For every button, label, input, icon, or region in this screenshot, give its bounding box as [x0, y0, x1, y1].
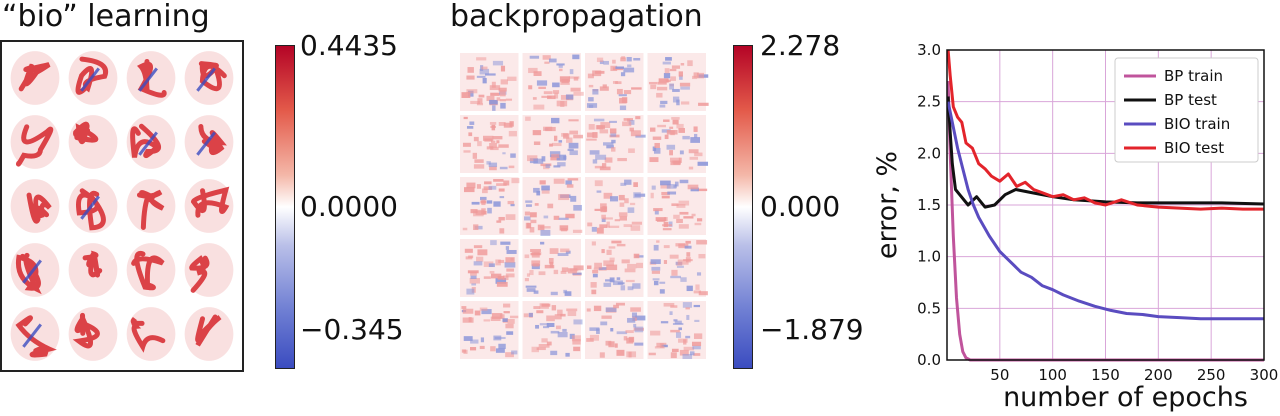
- weight-cell: [10, 51, 60, 105]
- legend-label: BIO test: [1164, 139, 1224, 157]
- error-chart: 0.0 0.5 1.0 1.5 2.0 2.5 3.0 50 100 150 200 250 300 BP…: [872, 41, 1279, 413]
- weight-cell: [68, 51, 118, 105]
- x-tick-label: 250: [1197, 366, 1226, 384]
- series-line-bio-test: [946, 49, 1264, 211]
- weight-cell: [10, 243, 60, 297]
- x-tick-label: 100: [1038, 366, 1067, 384]
- weight-cell: [647, 239, 708, 297]
- y-tick-label: 2.5: [917, 93, 941, 111]
- weight-cell: [68, 307, 118, 361]
- weight-cell: [184, 179, 234, 233]
- weight-cell: [585, 177, 646, 235]
- bp-panel-title: backpropagation: [450, 0, 703, 34]
- series-line-bp-test: [946, 96, 1265, 209]
- y-tick-label: 0.5: [917, 299, 941, 317]
- weight-cell: [585, 301, 646, 359]
- weight-cell: [10, 307, 60, 361]
- weight-cell: [585, 115, 646, 173]
- y-axis-label: error, %: [872, 151, 903, 259]
- bio-colorbar: [275, 45, 295, 369]
- weight-cell: [522, 53, 584, 111]
- weight-cell: [647, 115, 709, 173]
- weight-cell: [126, 243, 176, 297]
- weight-cell: [126, 115, 176, 169]
- series-line-bio-train: [946, 101, 1264, 321]
- weight-cell: [460, 239, 519, 297]
- bio-colorbar-mid: 0.0000: [300, 190, 398, 223]
- bp-colorbar: [733, 45, 753, 369]
- plot-frame: [946, 49, 1265, 361]
- legend: BP train BP test BIO train BIO test: [1114, 57, 1259, 163]
- weight-cell: [68, 179, 118, 233]
- weight-cell: [647, 301, 706, 360]
- weight-cell: [460, 53, 519, 111]
- bp-weights-grid: [460, 53, 709, 360]
- x-tick-label: 150: [1091, 366, 1120, 384]
- weight-cell: [460, 301, 519, 359]
- y-tick-label: 1.0: [917, 248, 941, 266]
- bp-colorbar-max: 2.278: [760, 29, 841, 62]
- weight-cell: [10, 115, 60, 169]
- weight-cell: [184, 307, 234, 361]
- weight-cell: [460, 177, 520, 235]
- x-tick-label: 300: [1250, 366, 1279, 384]
- weight-cell: [184, 51, 234, 105]
- bp-colorbar-mid: 0.000: [760, 190, 841, 223]
- weight-cell: [647, 177, 708, 235]
- y-tick-label: 1.5: [917, 196, 941, 214]
- weight-cell: [522, 177, 583, 236]
- bio-colorbar-max: 0.4435: [300, 29, 398, 62]
- y-tick-label: 0.0: [917, 351, 941, 369]
- x-tick-label: 50: [990, 366, 1009, 384]
- bio-panel-title: “bio” learning: [2, 0, 210, 34]
- weight-cell: [126, 51, 176, 105]
- x-tick-label: 200: [1144, 366, 1173, 384]
- weight-cell: [184, 243, 234, 297]
- legend-label: BP test: [1164, 91, 1217, 109]
- bio-weights-grid: [0, 40, 244, 372]
- weight-cell: [585, 239, 644, 297]
- weight-cell: [522, 239, 584, 297]
- weight-cell: [522, 115, 584, 173]
- y-tick-label: 2.0: [917, 144, 941, 162]
- x-axis-label: number of epochs: [1003, 382, 1248, 413]
- weight-cell: [10, 179, 60, 233]
- weight-cell: [585, 53, 644, 111]
- bio-colorbar-min: −0.345: [300, 313, 404, 346]
- weight-cell: [68, 243, 118, 297]
- weight-cell: [184, 115, 234, 169]
- legend-label: BP train: [1164, 67, 1223, 85]
- weight-cell: [126, 179, 176, 233]
- weight-cell: [647, 53, 709, 111]
- y-tick-label: 3.0: [917, 41, 941, 59]
- weight-cell: [68, 115, 118, 169]
- weight-cell: [126, 307, 176, 361]
- bp-colorbar-min: −1.879: [760, 313, 864, 346]
- weight-cell: [460, 115, 519, 173]
- weight-cell: [522, 301, 583, 359]
- legend-label: BIO train: [1164, 115, 1230, 133]
